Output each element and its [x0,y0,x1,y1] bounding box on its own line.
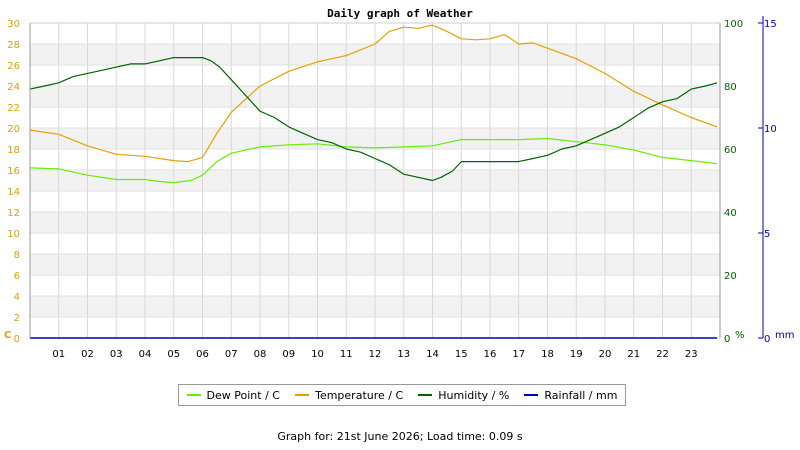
left-tick-label: 26 [7,61,20,72]
x-tick-label: 05 [167,349,180,360]
left-tick-label: 10 [7,229,20,240]
left-tick-label: 18 [7,145,20,156]
left-tick-label: 20 [7,124,20,135]
x-tick-label: 13 [397,349,410,360]
left-tick-label: 22 [7,103,20,114]
x-tick-label: 19 [570,349,583,360]
legend-item: Temperature / C [295,389,403,402]
x-tick-label: 10 [311,349,324,360]
axes [29,16,764,338]
x-tick-label: 08 [254,349,267,360]
legend-label: Dew Point / C [206,388,280,402]
chart-legend: Dew Point / C Temperature / C Humidity / %… [178,384,626,406]
legend-swatch [418,394,433,396]
left-tick-label: 24 [7,82,20,93]
axis-labels: 0246810121416182022242628300204060801000… [4,19,794,360]
x-tick-label: 21 [627,349,640,360]
x-tick-label: 11 [340,349,353,360]
chart-title: Daily graph of Weather [327,7,473,20]
series-line [29,57,718,182]
x-tick-label: 02 [81,349,94,360]
left-tick-label: 14 [7,187,20,198]
x-tick-label: 15 [455,349,468,360]
right-tick-label: 80 [724,82,737,93]
legend-item: Rainfall / mm [524,389,617,402]
x-tick-label: 18 [541,349,554,360]
left-axis-unit: C [4,330,11,341]
rain-axis-unit: mm [775,330,794,341]
legend-item: Humidity / % [418,389,509,402]
series-line [29,137,718,184]
right-tick-label: 100 [724,19,743,30]
series-lines [29,24,718,339]
x-tick-label: 23 [685,349,698,360]
right-axis-unit: % [735,330,745,341]
legend-label: Temperature / C [315,388,404,402]
left-tick-label: 6 [14,271,20,282]
right-tick-label: 40 [724,208,737,219]
right-tick-label: 0 [724,334,730,345]
legend-swatch [186,394,201,396]
left-tick-label: 12 [7,208,20,219]
grid-lines [30,22,720,339]
left-tick-label: 2 [14,313,20,324]
legend-label: Humidity / % [438,388,510,402]
x-tick-label: 22 [656,349,669,360]
left-tick-label: 30 [7,19,20,30]
x-tick-label: 07 [225,349,238,360]
x-tick-label: 17 [512,349,525,360]
left-tick-label: 8 [14,250,20,261]
legend-swatch [524,394,539,396]
x-tick-label: 16 [484,349,497,360]
right-tick-label: 60 [724,145,737,156]
right-tick-label: 20 [724,271,737,282]
left-tick-label: 4 [14,292,20,303]
x-tick-label: 09 [282,349,295,360]
x-tick-label: 06 [196,349,209,360]
series-line [29,24,718,163]
x-tick-label: 20 [599,349,612,360]
x-tick-label: 14 [426,349,439,360]
legend-swatch [295,394,310,396]
graph-footer: Graph for: 21st June 2026; Load time: 0.… [277,430,523,443]
legend-item: Dew Point / C [186,388,280,402]
x-tick-label: 01 [52,349,65,360]
rain-tick-label: 10 [764,124,777,135]
rain-tick-label: 0 [764,334,770,345]
legend-label: Rainfall / mm [544,388,618,402]
left-tick-label: 0 [14,334,20,345]
rain-tick-label: 5 [764,229,770,240]
left-tick-label: 28 [7,40,20,51]
x-tick-label: 12 [369,349,382,360]
x-tick-label: 03 [110,349,123,360]
rain-tick-label: 15 [764,19,777,30]
left-tick-label: 16 [7,166,20,177]
x-tick-label: 04 [139,349,152,360]
